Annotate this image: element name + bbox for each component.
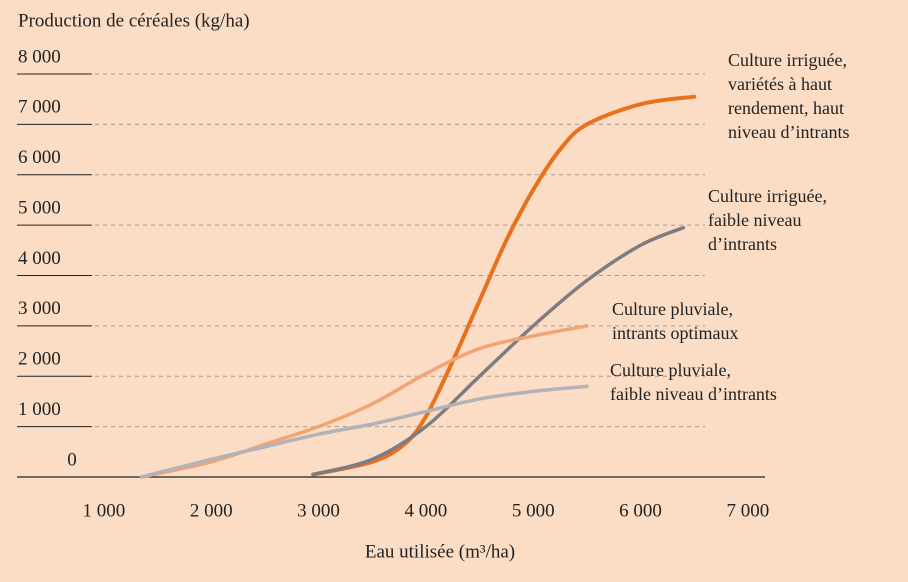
series-label: variétés à haut — [728, 74, 832, 94]
series-line — [311, 225, 686, 477]
series-line — [311, 94, 697, 477]
y-tick-label: 2 000 — [18, 349, 61, 370]
y-tick-label: 4 000 — [18, 248, 61, 269]
x-tick-label: 6 000 — [619, 500, 662, 521]
series-label: faible niveau d’intrants — [610, 384, 777, 404]
y-tick-label: 3 000 — [18, 298, 61, 319]
series-label: faible niveau — [708, 210, 801, 230]
y-tick-label: 7 000 — [18, 97, 61, 118]
series-label: Culture irriguée, — [728, 50, 847, 70]
series-line — [139, 324, 589, 479]
x-tick-label: 7 000 — [726, 500, 769, 521]
y-tick-label: 5 000 — [18, 197, 61, 218]
series-label: d’intrants — [708, 234, 777, 254]
x-tick-label: 2 000 — [190, 500, 233, 521]
y-tick-label: 1 000 — [18, 399, 61, 420]
series-label: Culture irriguée, — [708, 186, 827, 206]
x-tick-label: 3 000 — [297, 500, 340, 521]
y-tick-label: 0 — [67, 449, 77, 470]
y-tick-label: 8 000 — [18, 46, 61, 67]
x-tick-label: 4 000 — [405, 500, 448, 521]
series-label: rendement, haut — [728, 98, 844, 118]
x-tick-label: 1 000 — [83, 500, 126, 521]
x-tick-label: 5 000 — [512, 500, 555, 521]
x-axis-title: Eau utilisée (m³/ha) — [365, 541, 515, 562]
series-label: niveau d’intrants — [728, 122, 849, 142]
series-line — [139, 384, 589, 479]
y-tick-label: 6 000 — [18, 147, 61, 168]
series-label: Culture pluviale, — [610, 360, 731, 380]
series-label: Culture pluviale, — [612, 299, 733, 319]
series-label: intrants optimaux — [612, 323, 738, 343]
y-axis-title: Production de céréales (kg/ha) — [18, 10, 250, 31]
